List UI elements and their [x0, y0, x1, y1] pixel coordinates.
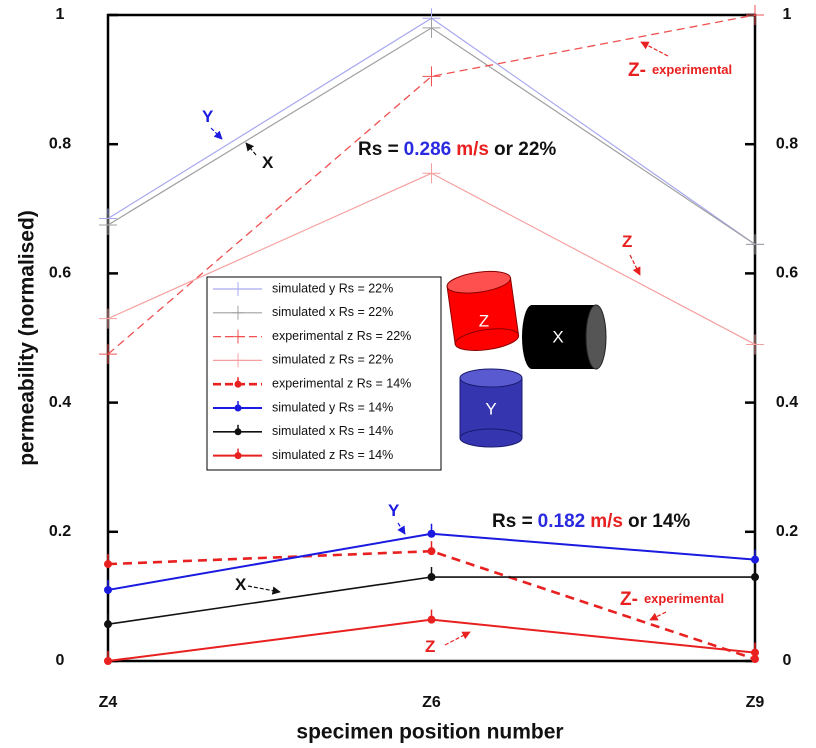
- point-marker: [422, 163, 441, 184]
- legend: simulated y Rs = 22% simulated x Rs = 22%…: [206, 276, 442, 471]
- annotation-part: X: [262, 153, 274, 172]
- annotation-part: 0.286: [404, 139, 452, 160]
- annotation-arrow: [245, 142, 257, 156]
- legend-marker: [232, 353, 244, 368]
- y-axis-title: permeability (normalised): [16, 210, 39, 466]
- point-marker: [99, 308, 117, 329]
- annotation-part: experimental: [644, 591, 724, 606]
- annotation-arrow: [629, 254, 641, 276]
- annotation-part: m/s: [456, 139, 489, 160]
- annotation-part: Z: [425, 637, 435, 656]
- legend-label: simulated x Rs = 14%: [272, 424, 393, 438]
- series-line: [107, 27, 756, 245]
- annotation-part: X: [235, 575, 247, 594]
- legend-label: simulated z Rs = 22%: [272, 353, 393, 367]
- annotation-part: Y: [202, 107, 214, 126]
- series: [99, 163, 764, 355]
- annotation-part: Rs =: [492, 511, 533, 532]
- annotation: Z-experimental: [620, 589, 724, 610]
- icon-label: X: [552, 327, 563, 346]
- x-tick-label: Z6: [422, 694, 441, 711]
- legend-box: [206, 276, 442, 471]
- annotation-arrow: [444, 631, 471, 646]
- series: [104, 609, 759, 665]
- annotation-arrow: [210, 127, 223, 140]
- annotation-part: Z-: [628, 60, 646, 81]
- x-tick-label: Z9: [746, 694, 765, 711]
- annotation: Y: [202, 107, 214, 126]
- legend-label: experimental z Rs = 14%: [272, 376, 411, 390]
- x-axis-title: specimen position number: [296, 721, 563, 744]
- series: [104, 567, 759, 629]
- y2-tick-label: 1: [783, 6, 792, 23]
- series: [104, 523, 759, 594]
- point-marker: [99, 214, 117, 235]
- y-tick-label: 0: [56, 652, 65, 669]
- legend-label: simulated x Rs = 22%: [272, 305, 393, 319]
- annotation-part: experimental: [652, 62, 732, 77]
- series: [99, 5, 764, 365]
- annotation-part: Rs =: [358, 139, 399, 160]
- annotation-part: Z: [622, 232, 632, 251]
- y2-tick-label: 0.4: [776, 394, 798, 411]
- y2-tick-label: 0.6: [776, 265, 798, 282]
- legend-marker: [232, 282, 244, 296]
- annotation-part: Y: [388, 501, 400, 520]
- y-tick-label: 0.2: [49, 523, 71, 540]
- legend-label: experimental z Rs = 22%: [272, 329, 411, 343]
- y-tick-label: 0.6: [49, 265, 71, 282]
- series: [104, 541, 759, 664]
- annotation-arrow: [640, 41, 669, 57]
- y2-tick-label: 0.2: [776, 523, 798, 540]
- legend-label: simulated z Rs = 14%: [272, 448, 393, 462]
- annotation: Y: [388, 501, 400, 520]
- annotation-arrow: [649, 611, 667, 621]
- point-marker: [746, 5, 764, 25]
- legend-label: simulated y Rs = 22%: [272, 281, 393, 295]
- legend-marker: [232, 329, 244, 344]
- point-marker: [746, 234, 764, 255]
- point-marker: [422, 17, 441, 38]
- point-marker: [99, 344, 117, 365]
- annotation: Z-experimental: [628, 60, 732, 81]
- annotation: Rs = 0.182 m/s or 14%: [492, 511, 690, 532]
- legend-label: simulated y Rs = 14%: [272, 400, 393, 414]
- y-tick-label: 1: [56, 6, 65, 23]
- y2-tick-label: 0.8: [776, 135, 798, 152]
- x-tick-label: Z4: [99, 694, 118, 711]
- point-marker: [422, 66, 441, 87]
- cylinder-icons: [446, 270, 607, 448]
- point-marker: [746, 334, 764, 355]
- series: [99, 17, 764, 255]
- annotation-part: or 14%: [628, 511, 690, 532]
- annotation: Z: [425, 637, 435, 656]
- annotation-arrow: [247, 585, 281, 595]
- y-tick-label: 0.4: [49, 394, 71, 411]
- annotation-arrow: [397, 522, 406, 535]
- annotation-part: or 22%: [494, 139, 556, 160]
- annotation: X: [262, 153, 274, 172]
- annotation: Rs = 0.286 m/s or 22%: [358, 139, 556, 160]
- y-tick-label: 0.8: [49, 135, 71, 152]
- icon-label: Z: [479, 311, 489, 330]
- annotation: X: [235, 575, 247, 594]
- icon-label: Y: [485, 399, 496, 418]
- annotation-part: Z-: [620, 589, 638, 610]
- annotation-part: m/s: [590, 511, 623, 532]
- annotation-part: 0.182: [538, 511, 586, 532]
- y2-tick-label: 0: [783, 652, 792, 669]
- series-line: [107, 17, 756, 245]
- series: [99, 8, 764, 255]
- legend-marker: [232, 305, 244, 320]
- annotation: Z: [622, 232, 632, 251]
